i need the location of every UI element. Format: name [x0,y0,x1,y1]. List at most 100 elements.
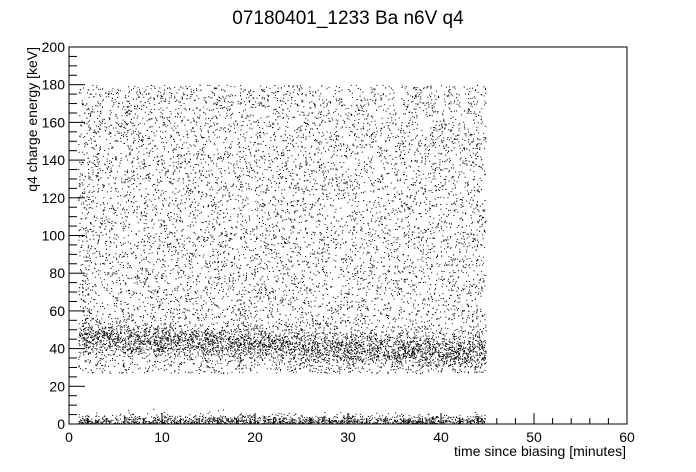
data-point [453,360,455,362]
data-point [119,125,121,127]
data-point [153,329,155,331]
data-point [305,325,307,327]
data-point [224,250,226,252]
data-point [388,194,390,195]
data-point [102,119,104,121]
data-point [84,146,85,148]
data-point [317,252,319,254]
data-point [367,157,369,159]
data-point [380,217,382,219]
data-point [412,87,414,89]
data-point [353,123,355,125]
data-point [478,288,480,290]
data-point [354,197,356,199]
data-point [362,210,364,212]
data-point [459,123,461,125]
data-point [178,267,180,269]
data-point [403,104,405,106]
data-point [421,278,422,280]
data-point [475,363,477,365]
data-point [303,106,305,108]
data-point [228,124,230,126]
data-point [432,110,434,112]
data-point [141,260,143,261]
data-point [207,239,209,241]
data-point [323,272,325,273]
data-point [324,334,326,336]
data-point [473,212,475,214]
data-point [128,186,130,188]
data-point [292,205,294,207]
data-point [108,117,110,119]
data-point [422,251,424,253]
data-point [337,139,339,141]
data-point [211,371,213,373]
data-point [321,189,323,191]
data-point [115,245,117,247]
data-point [151,252,153,254]
data-point [185,265,187,267]
data-point [192,224,194,226]
data-point [438,95,439,97]
data-point [103,209,105,210]
data-point [146,106,148,108]
data-point [138,139,140,140]
data-point [395,124,397,126]
data-point [159,236,161,237]
data-point [138,131,139,133]
data-point [311,207,313,209]
data-point [459,297,461,299]
data-point [391,366,393,367]
data-point [265,237,267,239]
data-point [436,130,438,132]
data-point [186,191,187,193]
data-point [342,230,344,232]
data-point [85,226,87,228]
data-point [453,359,455,361]
data-point [452,289,454,291]
data-point [388,269,390,271]
data-point [112,165,114,167]
data-point [120,326,122,328]
data-point [148,153,150,154]
data-point [125,215,127,217]
data-point [154,363,156,365]
data-point [139,280,141,282]
data-point [123,237,125,239]
data-point [133,98,134,100]
data-point [194,112,195,114]
data-point [365,133,367,135]
data-point [182,94,184,96]
data-point [232,154,233,156]
data-point [428,350,430,352]
chart-title: 07180401_1233 Ba n6V q4 [232,8,464,29]
data-point [214,262,216,263]
data-point [435,139,437,141]
data-point [438,325,440,327]
data-point [401,125,402,127]
data-point [137,242,139,243]
data-point [398,349,400,351]
data-point [464,163,466,165]
data-point [338,188,340,190]
data-point [301,282,303,283]
data-point [201,150,203,152]
data-point [472,211,474,213]
data-point [208,139,210,141]
data-point [279,176,281,178]
data-point [322,365,323,367]
data-point [427,115,428,117]
data-point [243,309,245,310]
data-point [428,173,430,175]
data-point [310,306,312,308]
data-point [399,226,401,228]
data-point [261,98,263,100]
data-point [267,99,269,101]
data-point [398,353,400,355]
data-point [277,100,279,102]
data-point [183,116,185,118]
data-point [348,371,350,373]
data-point [460,114,462,116]
data-point [207,132,209,134]
data-point [277,304,279,305]
